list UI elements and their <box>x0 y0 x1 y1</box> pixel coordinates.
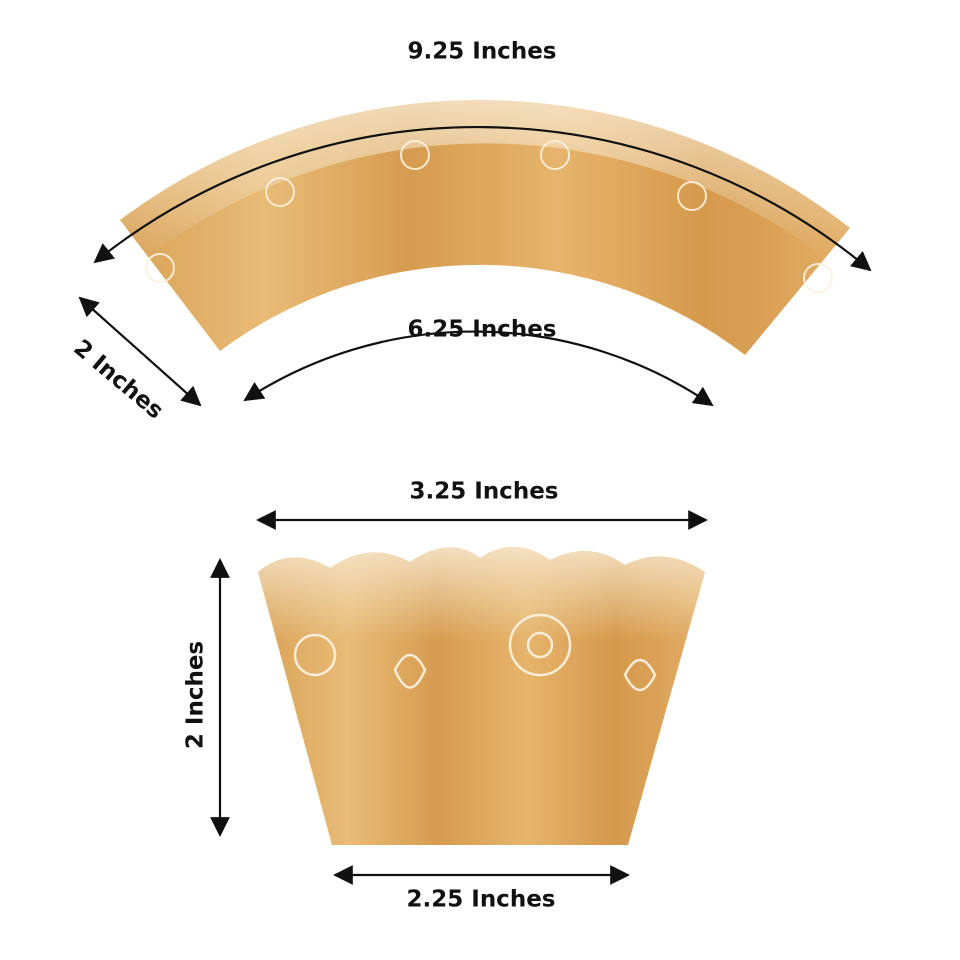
outer-length-label: 9.25 Inches <box>408 39 557 65</box>
outer-dimension-arrow <box>93 125 872 272</box>
flat-height-arrow <box>78 296 202 407</box>
bottom-width-label: 2.25 Inches <box>407 887 556 913</box>
wrapped-height-label: 2 Inches <box>183 641 209 749</box>
flat-height-label: 2 Inches <box>69 335 169 424</box>
top-width-label: 3.25 Inches <box>410 479 559 505</box>
inner-length-label: 6.25 Inches <box>408 317 557 343</box>
inner-dimension-arrow <box>243 330 714 407</box>
wrapped-wrapper <box>258 546 705 845</box>
flat-wrapper <box>120 100 850 356</box>
